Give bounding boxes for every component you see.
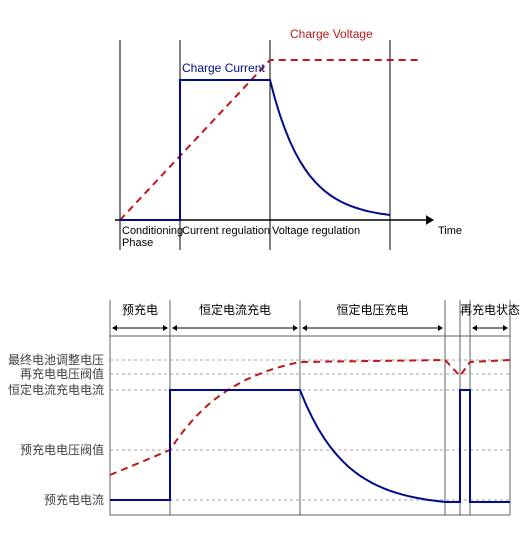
- y-axis-label: 预充电电流: [44, 492, 104, 507]
- time-label: Time: [438, 225, 462, 237]
- charging-diagram: Time ConditioningPhase Current regulationV…: [0, 0, 530, 546]
- phase-label: 再充电状态: [460, 302, 520, 317]
- top-chart: Time ConditioningPhase Current regulationV…: [115, 27, 462, 250]
- phase-label: 预充电: [122, 302, 158, 317]
- voltage-label: Charge Voltage: [290, 27, 373, 41]
- y-axis-label: 最终电池调整电压: [8, 352, 104, 367]
- phase-label: 恒定电流充电: [199, 302, 271, 317]
- current-curve: [120, 80, 390, 220]
- y-axis-label: 恒定电流充电电流: [8, 382, 104, 397]
- phase-label: Current regulation: [182, 225, 270, 237]
- phase-label-suffix: Phase: [122, 237, 153, 249]
- y-axis-label: 预充电电压阀值: [20, 442, 104, 457]
- phase-label: Voltage regulation: [272, 225, 360, 237]
- phase-label: 恒定电压充电: [336, 302, 408, 317]
- phase-label: Conditioning: [122, 225, 183, 237]
- current-label: Charge Current: [182, 61, 265, 75]
- y-axis-label: 再充电电压阀值: [20, 366, 104, 381]
- bottom-chart: 最终电池调整电压再充电电压阀值恒定电流充电电流预充电电压阀值预充电电流 预充电 恒定…: [8, 300, 520, 515]
- current-curve: [110, 390, 510, 502]
